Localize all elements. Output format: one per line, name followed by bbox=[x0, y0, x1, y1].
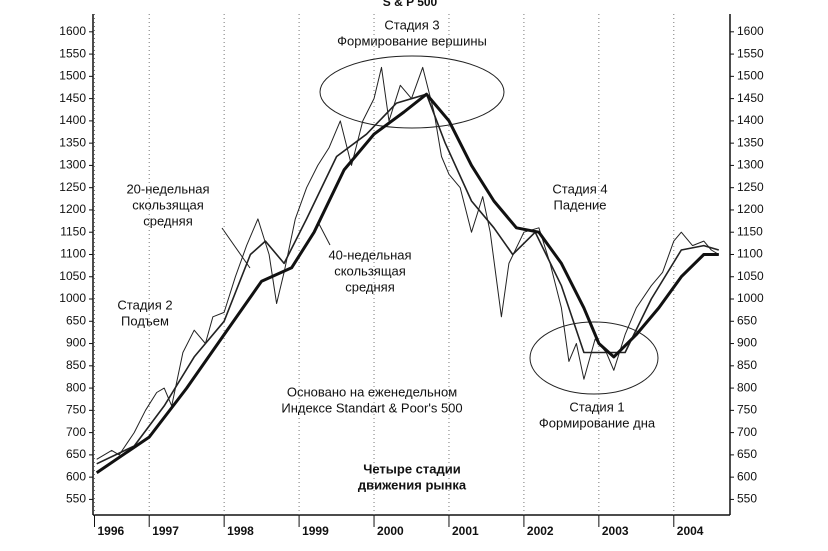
y-tick-label: 1250 bbox=[737, 180, 764, 194]
y-tick-label: 1200 bbox=[59, 202, 86, 216]
annotation: Основано на еженедельном bbox=[287, 384, 457, 399]
y-tick-label: 1300 bbox=[59, 158, 86, 172]
y-tick-label: 650 bbox=[66, 447, 86, 461]
annotation: Стадия 3 bbox=[384, 17, 439, 32]
y-tick-label: 1350 bbox=[59, 135, 86, 149]
y-tick-label: 850 bbox=[66, 358, 86, 372]
y-tick-label: 1450 bbox=[59, 91, 86, 105]
annotation: Стадия 4 bbox=[552, 181, 607, 196]
y-tick-label: 900 bbox=[737, 336, 757, 350]
y-tick-label: 1150 bbox=[737, 224, 763, 238]
y-tick-label: 1500 bbox=[737, 69, 764, 83]
annotation: Формирование дна bbox=[539, 415, 656, 430]
top-ellipse bbox=[319, 55, 505, 129]
y-tick-label: 1050 bbox=[737, 269, 764, 283]
y-tick-label: 1050 bbox=[59, 269, 86, 283]
y-tick-label: 900 bbox=[66, 336, 86, 350]
annotation: Стадия 1 bbox=[569, 399, 624, 414]
y-tick-label: 1550 bbox=[59, 46, 86, 60]
y-tick-label: 1450 bbox=[737, 91, 764, 105]
y-tick-label: 650 bbox=[737, 447, 757, 461]
annotation: 40-недельная bbox=[328, 247, 411, 262]
y-tick-label: 700 bbox=[66, 425, 86, 439]
annotation: Индексе Standart & Poor's 500 bbox=[281, 400, 462, 415]
y-tick-label: 1400 bbox=[737, 113, 764, 127]
y-tick-label: 1000 bbox=[737, 291, 764, 305]
y-tick-label: 550 bbox=[737, 492, 757, 506]
chart-title: S & P 500 bbox=[383, 0, 438, 9]
x-tick-label: 2001 bbox=[452, 524, 479, 538]
annotation: Формирование вершины bbox=[337, 33, 487, 48]
y-tick-label: 1100 bbox=[60, 247, 86, 261]
y-tick-label: 1100 bbox=[737, 247, 763, 261]
annotation: Четыре стадии bbox=[363, 461, 461, 476]
x-tick-label: 1996 bbox=[97, 524, 124, 538]
y-tick-label: 700 bbox=[737, 425, 757, 439]
y-tick-label: 1600 bbox=[737, 24, 764, 38]
y-tick-label: 750 bbox=[66, 403, 86, 417]
annotation: средняя bbox=[143, 213, 193, 228]
decoration bbox=[221, 55, 659, 395]
x-tick-label: 2003 bbox=[602, 524, 629, 538]
pointer bbox=[317, 221, 331, 246]
x-tick-label: 2000 bbox=[377, 524, 404, 538]
y-tick-label: 800 bbox=[66, 380, 86, 394]
y-tick-label: 650 bbox=[66, 313, 86, 327]
annotation: Падение bbox=[553, 197, 606, 212]
annotation: скользящая bbox=[132, 197, 204, 212]
annotation: движения рынка bbox=[358, 477, 467, 492]
y-tick-label: 1550 bbox=[737, 46, 764, 60]
annotation: 20-недельная bbox=[126, 181, 209, 196]
x-tick-label: 1999 bbox=[302, 524, 329, 538]
x-tick-label: 1998 bbox=[227, 524, 254, 538]
y-tick-label: 650 bbox=[737, 313, 757, 327]
y-tick-label: 1400 bbox=[59, 113, 86, 127]
y-tick-label: 750 bbox=[737, 403, 757, 417]
y-tick-label: 550 bbox=[66, 492, 86, 506]
pointer bbox=[221, 227, 251, 269]
annotation: Стадия 2 bbox=[117, 297, 172, 312]
annotation: средняя bbox=[345, 279, 395, 294]
x-tick-label: 1997 bbox=[152, 524, 179, 538]
series-line bbox=[96, 93, 720, 465]
y-tick-label: 1500 bbox=[59, 69, 86, 83]
y-tick-label: 1200 bbox=[737, 202, 764, 216]
y-tick-label: 850 bbox=[737, 358, 757, 372]
series-line bbox=[95, 92, 719, 474]
y-tick-label: 1150 bbox=[60, 224, 86, 238]
y-tick-label: 800 bbox=[737, 380, 757, 394]
bottom-ellipse bbox=[529, 321, 659, 395]
annotation: Подъем bbox=[121, 313, 169, 328]
x-tick-label: 2004 bbox=[677, 524, 704, 538]
y-tick-label: 1350 bbox=[737, 135, 764, 149]
annotation: скользящая bbox=[334, 263, 406, 278]
y-tick-label: 1250 bbox=[59, 180, 86, 194]
y-tick-label: 1300 bbox=[737, 158, 764, 172]
y-tick-label: 600 bbox=[737, 469, 757, 483]
y-tick-label: 1000 bbox=[59, 291, 86, 305]
y-tick-label: 1600 bbox=[59, 24, 86, 38]
x-tick-label: 2002 bbox=[527, 524, 554, 538]
y-tick-label: 600 bbox=[66, 469, 86, 483]
